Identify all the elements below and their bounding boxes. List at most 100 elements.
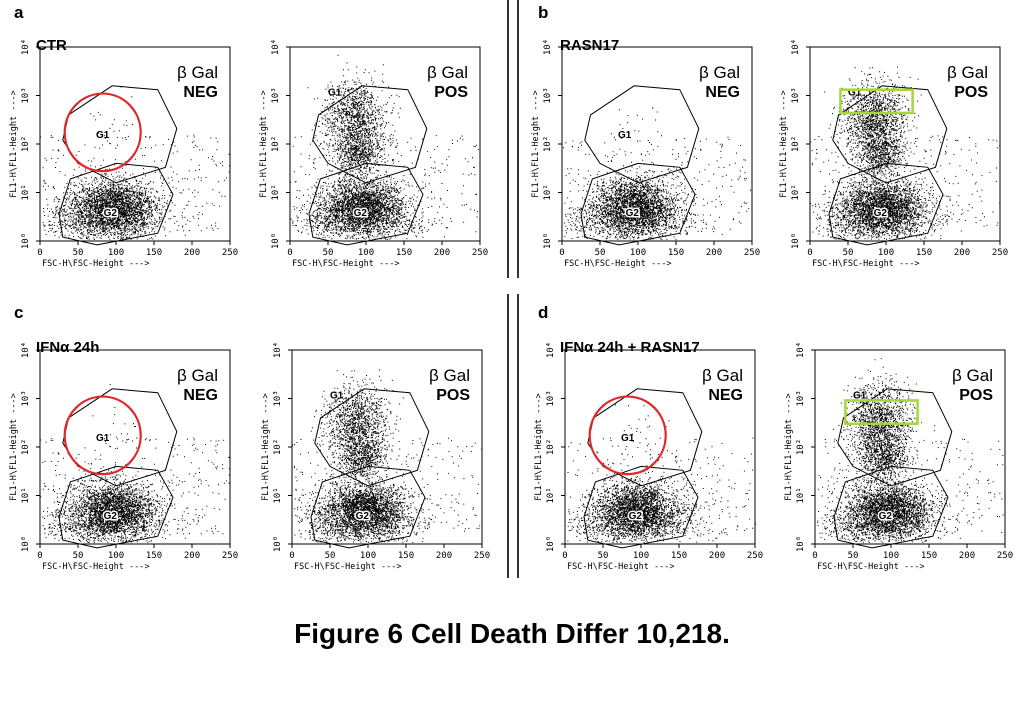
- panel-letter-d: d: [538, 303, 548, 322]
- scatter-plot-c-neg: 0 50 100 150 200 250 FSC-H\FSC-Height ---> 10⁰ 1…: [9, 342, 238, 572]
- y-tick-label: 10²: [273, 439, 283, 455]
- x-tick-label: 0: [559, 248, 564, 258]
- gate-g2: [580, 162, 696, 246]
- gate-g1: [312, 85, 428, 184]
- gate-label-g1: G1: [96, 130, 110, 141]
- gate-label-g1: G1: [328, 88, 342, 99]
- gate-g2: [833, 465, 949, 549]
- scatter-plot-a-pos: 0 50 100 150 200 250 FSC-H\FSC-Height ---> 10⁰ 1…: [259, 39, 488, 269]
- gate-label-g2: G2: [629, 511, 643, 522]
- y-tick-label: 10²: [791, 136, 801, 152]
- x-axis-label: FSC-H\FSC-Height --->: [564, 259, 671, 269]
- y-tick-label: 10¹: [273, 487, 283, 503]
- y-axis-label: FL1-H\FL1-Height --->: [259, 90, 269, 197]
- x-tick-label: 150: [396, 248, 412, 258]
- condition-label-b: RASN17: [560, 37, 619, 54]
- x-tick-label: 250: [992, 248, 1008, 258]
- x-tick-label: 0: [287, 248, 292, 258]
- x-tick-label: 50: [73, 248, 84, 258]
- marker-label: β Gal: [702, 366, 743, 385]
- y-axis-label: FL1-H\FL1-Height --->: [261, 393, 271, 500]
- y-axis-label: FL1-H\FL1-Height --->: [779, 90, 789, 197]
- g1-highlight-box: [844, 399, 919, 425]
- y-tick-label: 10³: [796, 390, 806, 406]
- x-axis-label: FSC-H\FSC-Height --->: [292, 259, 399, 269]
- x-tick-label: 200: [959, 551, 975, 561]
- x-tick-label: 250: [474, 551, 490, 561]
- gate-label-g1: G1: [330, 391, 344, 402]
- gate-label-g1: G1: [618, 130, 632, 141]
- marker-label: β Gal: [947, 63, 988, 82]
- gate-label-g1: G1: [621, 433, 635, 444]
- y-tick-label: 10⁴: [791, 39, 801, 55]
- y-tick-label: 10²: [543, 136, 553, 152]
- gate-g2: [828, 162, 944, 246]
- gate-g1: [584, 85, 700, 184]
- x-tick-label: 200: [706, 248, 722, 258]
- gate-label-g2: G2: [104, 511, 118, 522]
- y-tick-label: 10⁴: [546, 342, 556, 358]
- status-pos: POS: [959, 387, 993, 404]
- g1-highlight-box: [839, 88, 914, 115]
- status-pos: POS: [434, 84, 468, 101]
- x-tick-label: 150: [146, 248, 162, 258]
- x-tick-label: 0: [562, 551, 567, 561]
- gate-label-g2: G2: [104, 208, 118, 219]
- x-tick-label: 50: [325, 551, 336, 561]
- y-tick-label: 10⁰: [21, 233, 31, 249]
- panel-letter-a: a: [14, 3, 24, 22]
- scatter-plot-b-neg: 0 50 100 150 200 250 FSC-H\FSC-Height ---> 10⁰ 1…: [531, 39, 760, 269]
- x-tick-label: 50: [848, 551, 859, 561]
- y-tick-label: 10³: [273, 390, 283, 406]
- gate-label-g2: G2: [356, 511, 370, 522]
- gate-label-g1: G1: [848, 88, 862, 99]
- x-tick-label: 200: [184, 551, 200, 561]
- data-points: [563, 107, 752, 240]
- x-tick-label: 100: [633, 551, 649, 561]
- x-tick-label: 150: [921, 551, 937, 561]
- marker-label: β Gal: [427, 63, 468, 82]
- data-points: [567, 404, 756, 543]
- x-axis-label: FSC-H\FSC-Height --->: [817, 562, 924, 572]
- gate-label-g2: G2: [354, 208, 368, 219]
- panel-letter-b: b: [538, 3, 548, 22]
- x-tick-label: 250: [744, 248, 760, 258]
- y-tick-label: 10³: [791, 87, 801, 103]
- scatter-plot-d-pos: 0 50 100 150 200 250 FSC-H\FSC-Height ---> 10⁰ 1…: [784, 342, 1013, 572]
- y-axis-label: FL1-H\FL1-Height --->: [9, 90, 19, 197]
- y-tick-label: 10⁰: [271, 233, 281, 249]
- x-tick-label: 250: [747, 551, 763, 561]
- x-tick-label: 250: [222, 248, 238, 258]
- x-tick-label: 0: [289, 551, 294, 561]
- x-tick-label: 250: [997, 551, 1013, 561]
- y-tick-label: 10²: [21, 136, 31, 152]
- x-tick-label: 150: [398, 551, 414, 561]
- gate-label-g2: G2: [354, 208, 368, 219]
- x-tick-label: 50: [595, 248, 606, 258]
- y-tick-label: 10²: [21, 439, 31, 455]
- x-tick-label: 150: [668, 248, 684, 258]
- marker-label: β Gal: [177, 63, 218, 82]
- scatter-plot-b-pos: 0 50 100 150 200 250 FSC-H\FSC-Height ---> 10⁰ 1…: [779, 39, 1008, 269]
- y-tick-label: 10⁴: [21, 39, 31, 55]
- y-tick-label: 10²: [271, 136, 281, 152]
- x-tick-label: 50: [598, 551, 609, 561]
- gate-g2: [308, 162, 424, 246]
- plot-area: a CTR 0 50 100 150 200 250 FSC-H\FSC-Height --->…: [9, 3, 1013, 572]
- y-tick-label: 10⁰: [273, 536, 283, 552]
- status-neg: NEG: [705, 84, 740, 101]
- y-tick-label: 10⁴: [543, 39, 553, 55]
- gate-label-g2: G2: [879, 511, 893, 522]
- data-points: [292, 369, 483, 543]
- x-tick-label: 100: [108, 248, 124, 258]
- x-tick-label: 100: [360, 551, 376, 561]
- x-axis-label: FSC-H\FSC-Height --->: [567, 562, 674, 572]
- scatter-plot-a-neg: 0 50 100 150 200 250 FSC-H\FSC-Height ---> 10⁰ 1…: [9, 39, 238, 269]
- condition-label-c: IFNα 24h: [36, 339, 99, 356]
- y-tick-label: 10¹: [543, 184, 553, 200]
- y-tick-label: 10⁴: [21, 342, 31, 358]
- condition-label-d: IFNα 24h + RASN17: [560, 339, 700, 356]
- gate-label-g2: G2: [874, 208, 888, 219]
- gate-g2: [58, 162, 174, 246]
- x-tick-label: 50: [73, 551, 84, 561]
